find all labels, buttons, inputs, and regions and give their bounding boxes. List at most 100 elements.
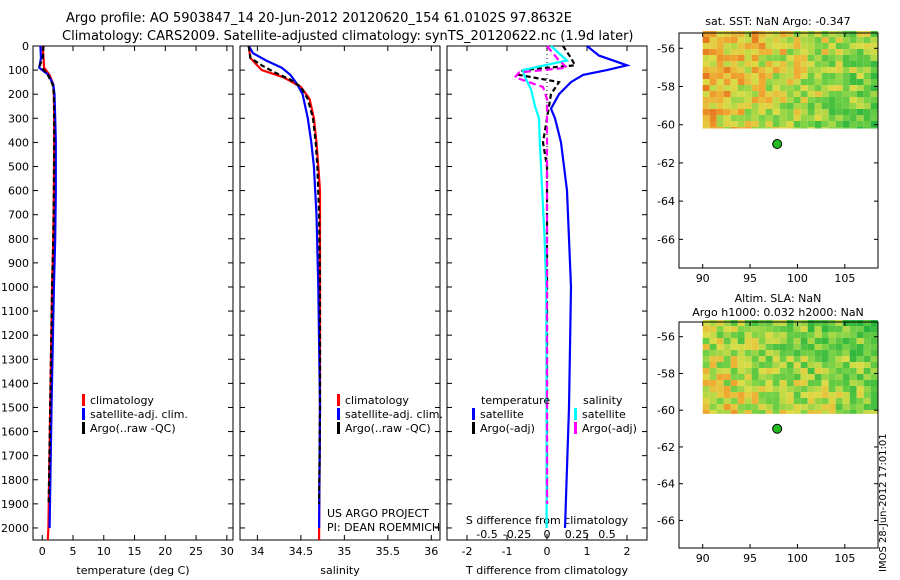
sla-heatmap-cell: [793, 338, 801, 344]
sla-heatmap-cell: [870, 374, 878, 380]
sla-heatmap-cell: [856, 374, 864, 380]
sst-heatmap-cell: [807, 49, 815, 55]
sst-heatmap-cell: [870, 61, 878, 67]
sla-heatmap-cell: [849, 368, 857, 374]
sst-heatmap-cell: [765, 115, 773, 121]
sla-heatmap-cell: [765, 368, 773, 374]
sla-heatmap-cell: [793, 350, 801, 356]
sla-heatmap-cell: [856, 350, 864, 356]
sst-heatmap-cell: [723, 37, 731, 43]
sla-heatmap-cell: [814, 386, 822, 392]
temp-xtick-label: 20: [158, 545, 172, 558]
sla-heatmap-cell: [856, 344, 864, 350]
sst-heatmap-cell: [870, 85, 878, 91]
sst-heatmap-cell: [856, 79, 864, 85]
sla-heatmap-cell: [772, 374, 780, 380]
sla-heatmap-cell: [793, 392, 801, 398]
sla-map-xtick-label: 105: [834, 552, 855, 565]
sla-heatmap-cell: [730, 374, 738, 380]
sst-heatmap-cell: [835, 127, 843, 129]
sla-heatmap-cell: [863, 398, 871, 404]
sla-heatmap-cell: [702, 398, 710, 404]
sst-heatmap-cell: [737, 91, 745, 97]
sla-heatmap-cell: [744, 332, 752, 338]
sla-heatmap-cell: [709, 374, 717, 380]
sla-heatmap-cell: [835, 326, 843, 332]
sla-heatmap-cell: [702, 392, 710, 398]
sla-heatmap-cell: [828, 410, 836, 414]
sla-heatmap-cell: [786, 404, 794, 410]
sla-heatmap-cell: [779, 332, 787, 338]
depth-tick-label: 100: [8, 64, 29, 77]
sla-heatmap-cell: [772, 392, 780, 398]
sst-heatmap-cell: [856, 109, 864, 115]
sst-heatmap-cell: [842, 67, 850, 73]
sla-heatmap-cell: [863, 344, 871, 350]
sla-heatmap-cell: [765, 344, 773, 350]
sst-heatmap-cell: [821, 127, 829, 129]
sla-heatmap-cell: [772, 398, 780, 404]
sla-heatmap-cell: [765, 320, 773, 326]
sal-series-satellite-adj-clim-: [247, 45, 322, 529]
pi-annotation-line2: PI: DEAN ROEMMICH: [327, 521, 440, 534]
sst-heatmap-cell: [779, 49, 787, 55]
temp-axes-frame: [32, 45, 234, 541]
sst-heatmap-cell: [786, 121, 794, 127]
sst-heatmap-cell: [835, 85, 843, 91]
sla-heatmap-cell: [709, 338, 717, 344]
sst-heatmap-cell: [772, 61, 780, 67]
sla-heatmap-cell: [737, 410, 745, 414]
sal-legend-swatch: [337, 394, 340, 406]
sla-heatmap-cell: [702, 368, 710, 374]
sst-heatmap-cell: [870, 127, 878, 129]
sla-heatmap-cell: [716, 338, 724, 344]
sst-heatmap-cell: [758, 73, 766, 79]
sla-heatmap-cell: [842, 332, 850, 338]
sla-heatmap-cell: [744, 320, 752, 326]
sst-heatmap-cell: [709, 115, 717, 121]
sla-heatmap-cell: [744, 344, 752, 350]
sst-heatmap-cell: [814, 43, 822, 49]
sla-heatmap-cell: [737, 350, 745, 356]
sst-heatmap-cell: [870, 121, 878, 127]
sst-heatmap-cell: [751, 31, 759, 37]
diff-series-temperature-satellite: [549, 45, 631, 529]
sst-heatmap-cell: [821, 115, 829, 121]
sla-heatmap-cell: [758, 320, 766, 326]
sst-heatmap-cell: [779, 127, 787, 129]
sla-heatmap-cell: [870, 410, 878, 414]
sla-heatmap-cell: [751, 410, 759, 414]
sst-heatmap-cell: [828, 73, 836, 79]
sal-xtick-label: 36: [424, 545, 438, 558]
sla-map-frame: [678, 321, 879, 549]
sst-heatmap-cell: [828, 97, 836, 103]
sst-heatmap-cell: [702, 79, 710, 85]
sst-heatmap-cell: [730, 97, 738, 103]
diff-legend-swatch: [472, 408, 475, 420]
sla-heatmap-cell: [751, 326, 759, 332]
diff-legend-temperature-header: temperature: [481, 394, 550, 407]
sst-heatmap-cell: [744, 43, 752, 49]
sst-heatmap-cell: [870, 49, 878, 55]
sla-heatmap-cell: [821, 326, 829, 332]
sla-heatmap-cell: [793, 398, 801, 404]
sst-heatmap-cell: [716, 31, 724, 37]
sla-heatmap-cell: [821, 398, 829, 404]
diff-series-salinity-argo-adj-: [513, 45, 570, 504]
sst-heatmap-cell: [870, 91, 878, 97]
sla-heatmap-cell: [828, 344, 836, 350]
sst-heatmap-cell: [856, 61, 864, 67]
sst-heatmap-cell: [758, 103, 766, 109]
sst-map-ytick-label: -62: [657, 157, 675, 170]
sla-heatmap-cell: [765, 398, 773, 404]
sla-heatmap-cell: [772, 338, 780, 344]
sst-heatmap-cell: [716, 79, 724, 85]
sst-heatmap-cell: [828, 85, 836, 91]
sst-heatmap-cell: [772, 67, 780, 73]
sla-heatmap-cell: [828, 392, 836, 398]
sst-heatmap-cell: [758, 97, 766, 103]
sst-heatmap-cell: [849, 55, 857, 61]
sla-heatmap-cell: [737, 404, 745, 410]
sla-heatmap-cell: [800, 380, 808, 386]
sst-heatmap-cell: [730, 121, 738, 127]
